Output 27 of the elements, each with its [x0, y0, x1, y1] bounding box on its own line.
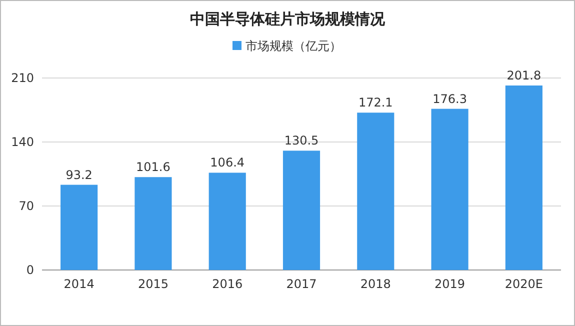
- y-tick-label: 140: [11, 135, 34, 149]
- bar: [431, 108, 468, 270]
- bar: [134, 177, 172, 270]
- bar: [505, 85, 542, 270]
- bar: [60, 184, 98, 270]
- y-tick-label: 0: [26, 263, 34, 277]
- bar: [357, 112, 394, 270]
- legend-label: 市场规模（亿元）: [246, 39, 342, 53]
- y-tick-label: 70: [18, 199, 34, 213]
- x-tick-label: 2020E: [504, 277, 543, 291]
- data-label: 176.3: [432, 92, 467, 106]
- data-label: 106.4: [210, 156, 245, 170]
- x-tick-label: 2014: [64, 277, 94, 291]
- x-tick-label: 2018: [360, 277, 391, 291]
- data-label: 130.5: [284, 134, 319, 148]
- data-label: 201.8: [506, 68, 542, 82]
- chart-title: 中国半导体硅片市场规模情况: [190, 10, 386, 28]
- bar: [282, 150, 320, 270]
- data-label: 93.2: [66, 168, 92, 182]
- x-tick-label: 2017: [286, 277, 317, 291]
- x-tick-label: 2015: [138, 277, 168, 291]
- data-label: 101.6: [136, 160, 170, 174]
- y-tick-label: 210: [11, 71, 34, 85]
- data-label: 172.1: [358, 96, 393, 110]
- x-tick-label: 2019: [434, 277, 466, 291]
- bar: [208, 172, 246, 270]
- x-tick-label: 2016: [212, 277, 243, 291]
